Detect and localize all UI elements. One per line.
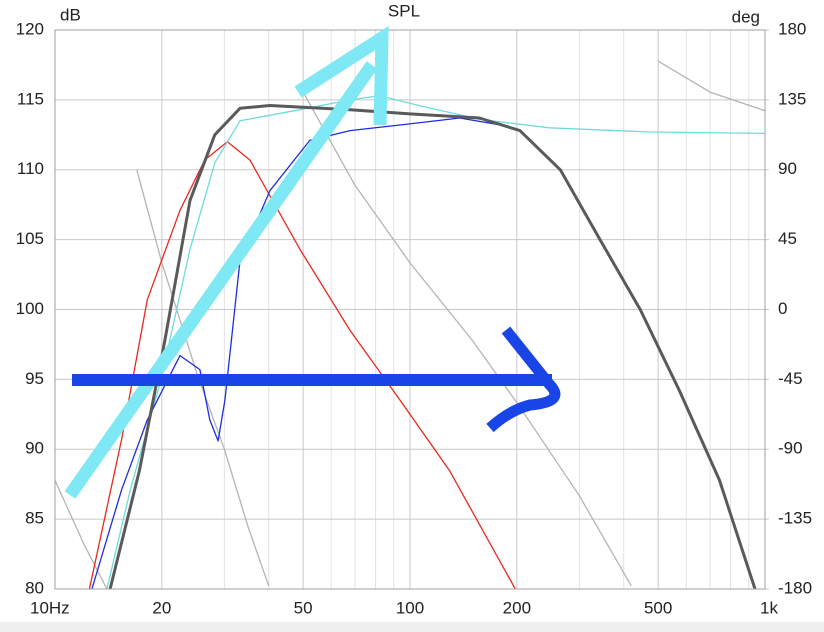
- y2-tick-label: 45: [778, 229, 797, 248]
- plot-frame: [54, 29, 766, 590]
- cyan-arrow-shaft: [64, 61, 378, 499]
- status-strip: [0, 622, 824, 632]
- y2-tick-label: 135: [778, 89, 806, 108]
- y2-axis-label: deg: [732, 7, 760, 26]
- cyan-arrow-head: [294, 25, 389, 126]
- x-tick-label: 1k: [760, 598, 778, 617]
- y2-tick-label: -90: [778, 439, 803, 458]
- y-tick-label: 100: [16, 299, 44, 318]
- y-axis-label: dB: [60, 5, 81, 24]
- y-tick-label: 105: [16, 229, 44, 248]
- y2-tick-label: 90: [778, 159, 797, 178]
- blue-arrow-head: [486, 326, 561, 433]
- y-tick-label: 90: [25, 439, 44, 458]
- y-tick-label: 80: [25, 578, 44, 597]
- y-tick-label: 120: [16, 19, 44, 38]
- y-tick-label: 115: [17, 89, 44, 108]
- y-tick-label: 110: [17, 159, 44, 178]
- x-tick-label: 20: [152, 598, 171, 617]
- y2-tick-label: -180: [778, 578, 812, 597]
- x-tick-label: 50: [294, 598, 313, 617]
- y2-tick-label: -45: [778, 369, 803, 388]
- chart-title: SPL: [388, 1, 420, 20]
- y-tick-label: 95: [25, 369, 44, 388]
- x-tick-label: 100: [396, 598, 424, 617]
- series-line: [55, 60, 765, 589]
- y2-tick-label: 180: [778, 19, 806, 38]
- series-line: [91, 117, 521, 589]
- x-tick-label: 10Hz: [30, 598, 70, 617]
- x-tick-label: 500: [644, 598, 672, 617]
- series-line: [108, 104, 757, 589]
- x-tick-label: 200: [503, 598, 531, 617]
- y2-tick-label: 0: [778, 299, 787, 318]
- y2-tick-label: -135: [778, 509, 812, 528]
- annotation-arrows: [64, 25, 561, 499]
- y-tick-label: 85: [25, 509, 44, 528]
- series-line: [88, 141, 516, 589]
